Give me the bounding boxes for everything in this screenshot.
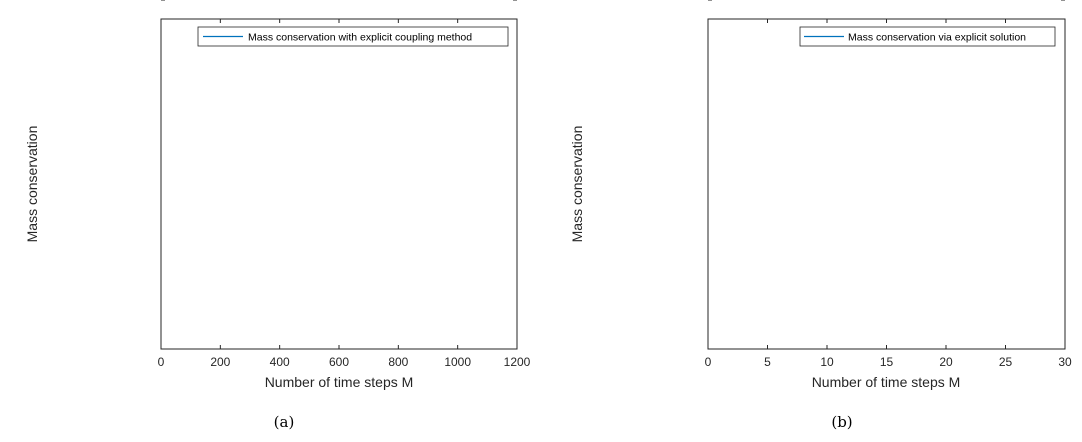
x-axis-label-b: Number of time steps M: [812, 374, 961, 390]
x-tick-label: 400: [270, 355, 290, 369]
x-tick-label: 10: [820, 355, 834, 369]
y-tick-label: 0.636619641467950: [45, 0, 155, 3]
legend-label-a: Mass conservation with explicit coupling…: [248, 32, 472, 44]
x-tick-label: 1000: [444, 355, 471, 369]
plot-area-a: [161, 19, 517, 349]
y-tick-label: 0.636619641467960: [592, 0, 702, 3]
x-tick-label: 30: [1058, 355, 1072, 369]
x-tick-label: 0: [705, 355, 712, 369]
y-axis-label-b: Mass conservation: [569, 126, 585, 243]
legend-b: Mass conservation via explicit solution: [800, 27, 1055, 46]
x-tick-label: 200: [210, 355, 230, 369]
chart-panel-a: 0.63661964146780.6366196414678500.636619…: [24, 0, 531, 431]
y-ticks-a: 0.63661964146780.6366196414678500.636619…: [45, 0, 517, 3]
x-tick-label: 1200: [504, 355, 531, 369]
x-tick-label: 5: [764, 355, 771, 369]
x-tick-label: 600: [329, 355, 349, 369]
x-tick-label: 20: [939, 355, 953, 369]
x-tick-label: 25: [999, 355, 1013, 369]
y-axis-label-a: Mass conservation: [24, 126, 40, 243]
legend-label-b: Mass conservation via explicit solution: [848, 32, 1026, 44]
x-tick-label: 800: [388, 355, 408, 369]
x-axis-label-a: Number of time steps M: [265, 374, 414, 390]
caption-a: (a): [274, 413, 295, 431]
caption-b: (b): [831, 413, 852, 431]
plot-area-b: [708, 19, 1065, 349]
x-tick-label: 15: [880, 355, 894, 369]
x-tick-label: 0: [158, 355, 165, 369]
chart-panel-b: 0.63661964146780.6366196414678200.636619…: [569, 0, 1072, 431]
y-ticks-b: 0.63661964146780.6366196414678200.636619…: [592, 0, 1065, 3]
legend-a: Mass conservation with explicit coupling…: [198, 27, 508, 46]
